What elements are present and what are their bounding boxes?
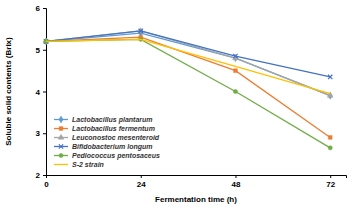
legend-marker bbox=[59, 116, 63, 123]
y-tick: 3 bbox=[36, 129, 46, 138]
y-tick-mark bbox=[43, 8, 46, 9]
y-tick-label: 5 bbox=[36, 46, 41, 55]
x-axis-line bbox=[47, 176, 347, 179]
x-tick-label: 24 bbox=[137, 180, 146, 189]
legend-marker bbox=[59, 153, 63, 157]
series-marker bbox=[328, 75, 332, 79]
legend-label: Pediococcus pentosaceus bbox=[72, 152, 160, 160]
legend-label: Lactobacillus plantarum bbox=[72, 116, 153, 124]
x-tick: 48 bbox=[232, 175, 241, 189]
legend-entry: Leuconostoc mesenteroid bbox=[54, 134, 160, 141]
series-line bbox=[46, 33, 330, 96]
legend-label: Lactobacillus fermentum bbox=[72, 125, 155, 132]
series-line bbox=[46, 31, 330, 77]
x-tick-mark bbox=[235, 175, 236, 178]
series-marker bbox=[233, 89, 237, 93]
legend-label: S-2 strain bbox=[72, 161, 104, 168]
legend-entry: Lactobacillus fermentum bbox=[54, 125, 155, 132]
legend-marker bbox=[59, 144, 63, 148]
y-tick-mark bbox=[43, 175, 46, 176]
series-marker bbox=[139, 29, 143, 33]
legend-swatch bbox=[54, 164, 68, 165]
y-tick: 2 bbox=[36, 171, 46, 180]
y-tick: 6 bbox=[36, 4, 46, 13]
legend-label: Leuconostoc mesenteroid bbox=[72, 134, 160, 141]
series-line bbox=[46, 39, 330, 93]
series-line bbox=[46, 39, 330, 148]
x-tick-label: 72 bbox=[326, 180, 335, 189]
x-tick: 0 bbox=[44, 175, 49, 189]
x-axis-title: Fermentation time (h) bbox=[155, 195, 237, 204]
y-axis-title: Soluble solid contents (Brix) bbox=[4, 37, 13, 146]
legend-label: Bifidobacterium longum bbox=[72, 143, 153, 151]
legend: Lactobacillus plantarumLactobacillus fer… bbox=[54, 116, 160, 168]
legend-entry: Pediococcus pentosaceus bbox=[54, 152, 160, 160]
series-layer bbox=[43, 28, 333, 150]
plot: 0 24 48 72 2 3 4 5 6 Lactobacillus plantarumLacto… bbox=[36, 4, 347, 189]
y-tick-mark bbox=[43, 92, 46, 93]
x-tick-mark bbox=[330, 175, 331, 178]
x-tick: 24 bbox=[137, 175, 146, 189]
series-marker bbox=[234, 69, 238, 73]
y-tick: 4 bbox=[36, 88, 46, 97]
x-tick: 72 bbox=[326, 175, 335, 189]
y-tick-mark bbox=[43, 50, 46, 51]
y-tick-label: 3 bbox=[36, 129, 41, 138]
x-tick-mark bbox=[141, 175, 142, 178]
legend-marker bbox=[58, 134, 64, 139]
x-tick-label: 0 bbox=[44, 180, 49, 189]
series-marker bbox=[328, 146, 332, 150]
legend-entry: Bifidobacterium longum bbox=[54, 143, 153, 151]
x-tick-label: 48 bbox=[232, 180, 241, 189]
y-axis-line bbox=[43, 9, 47, 176]
series-line bbox=[46, 31, 330, 96]
y-axis: 2 3 4 5 6 bbox=[36, 4, 47, 180]
legend-entry: S-2 strain bbox=[54, 161, 104, 168]
series-marker bbox=[233, 54, 237, 58]
series-marker bbox=[43, 38, 49, 43]
y-tick-label: 6 bbox=[36, 4, 41, 13]
legend-marker bbox=[59, 127, 63, 131]
x-axis: 0 24 48 72 bbox=[44, 175, 346, 189]
series-marker bbox=[328, 136, 332, 140]
y-tick-label: 4 bbox=[36, 88, 41, 97]
y-tick-mark bbox=[43, 133, 46, 134]
legend-entry: Lactobacillus plantarum bbox=[54, 116, 153, 124]
y-tick-label: 2 bbox=[36, 171, 41, 180]
chart: 0 24 48 72 2 3 4 5 6 Lactobacillus plantarumLacto… bbox=[0, 0, 354, 207]
y-tick: 5 bbox=[36, 46, 46, 55]
